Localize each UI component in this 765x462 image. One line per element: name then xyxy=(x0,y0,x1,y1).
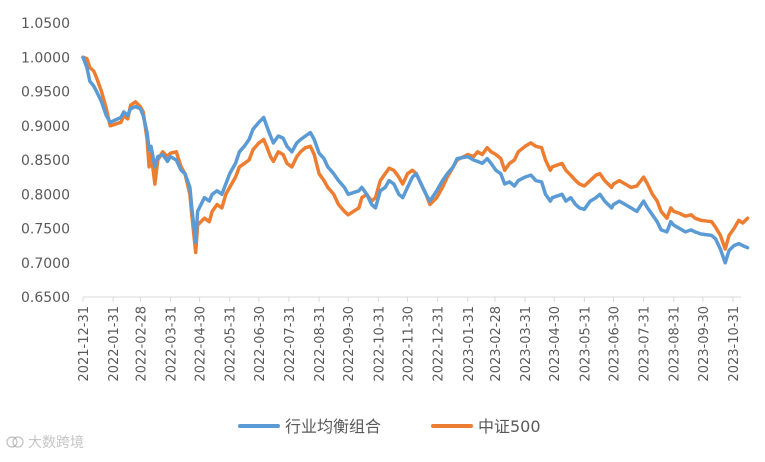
x-tick-label: 2023-04-30 xyxy=(548,306,563,382)
x-tick-label: 2022-07-31 xyxy=(283,306,298,382)
y-tick-label: 0.9000 xyxy=(21,119,70,135)
y-tick-label: 0.7000 xyxy=(21,256,70,272)
y-tick-label: 1.0500 xyxy=(21,16,70,32)
x-tick-label: 2022-05-31 xyxy=(224,306,239,382)
y-tick-label: 0.6500 xyxy=(21,290,70,306)
y-tick-label: 0.9500 xyxy=(21,85,70,101)
x-tick-label: 2022-08-31 xyxy=(313,306,328,382)
series-line-1 xyxy=(81,55,750,255)
x-tick-label: 2022-06-30 xyxy=(253,306,268,382)
x-axis: 2021-12-31 2022-01-31 2022-02-28 2022-03-31… xyxy=(77,297,742,382)
legend-label: 行业均衡组合 xyxy=(285,417,381,436)
x-tick-label: 2023-01-31 xyxy=(462,306,477,382)
y-tick-label: 0.7500 xyxy=(21,222,70,238)
x-tick-label: 2023-05-31 xyxy=(578,306,593,382)
x-tick-label: 2023-08-31 xyxy=(668,306,683,382)
x-tick-label: 2023-09-30 xyxy=(697,306,712,382)
series-line-0 xyxy=(81,55,750,265)
x-tick-label: 2022-12-31 xyxy=(432,306,447,382)
y-tick-label: 0.8500 xyxy=(21,153,70,169)
x-tick-label: 2022-09-30 xyxy=(342,306,357,382)
series-group xyxy=(81,55,750,265)
x-tick-label: 2023-03-31 xyxy=(519,306,534,382)
x-tick-label: 2022-11-30 xyxy=(402,306,417,382)
x-tick-label: 2023-02-28 xyxy=(489,306,504,382)
watermark-text: 大数跨境 xyxy=(28,435,84,451)
x-tick-label: 2023-07-31 xyxy=(638,306,653,382)
watermark-logo-icon xyxy=(6,436,24,448)
legend-label: 中证500 xyxy=(478,417,541,436)
x-tick-label: 2022-01-31 xyxy=(107,306,122,382)
watermark: 大数跨境 xyxy=(6,432,84,452)
x-tick-label: 2023-10-31 xyxy=(727,306,742,382)
legend: 行业均衡组合 中证500 xyxy=(238,417,541,436)
y-axis: 0.6500 0.7000 0.7500 0.8000 0.8500 0.9000 0.95… xyxy=(21,16,70,306)
x-tick-label: 2022-03-31 xyxy=(164,306,179,382)
x-tick-label: 2022-04-30 xyxy=(194,306,209,382)
x-tick-label: 2021-12-31 xyxy=(77,306,92,382)
y-tick-label: 0.8000 xyxy=(21,187,70,203)
y-tick-label: 1.0000 xyxy=(21,50,70,66)
x-tick-label: 2023-06-30 xyxy=(607,306,622,382)
x-tick-label: 2022-02-28 xyxy=(134,306,149,382)
x-tick-label: 2022-10-31 xyxy=(372,306,387,382)
